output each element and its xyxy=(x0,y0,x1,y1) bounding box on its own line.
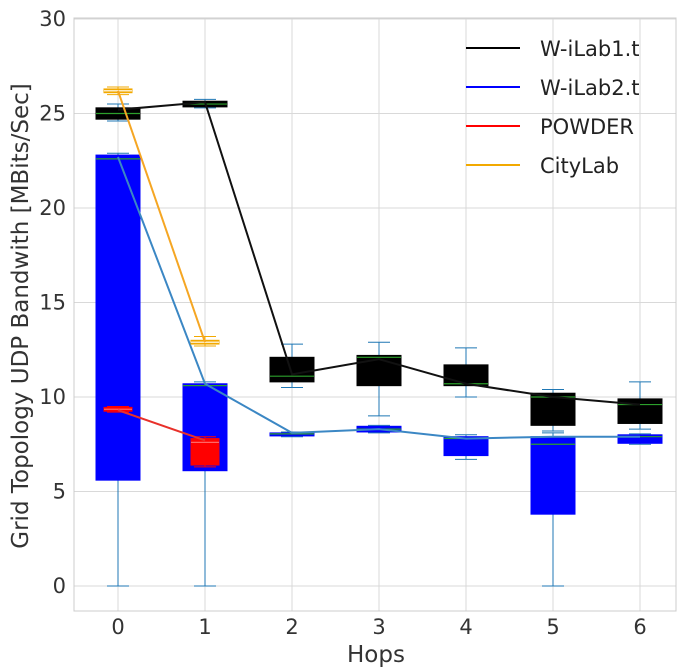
box xyxy=(443,436,489,457)
y-axis-label: Grid Topology UDP Bandwith [MBits/Sec] xyxy=(8,83,34,548)
y-tick-label: 30 xyxy=(39,7,66,31)
y-tick-label: 10 xyxy=(39,385,66,409)
box xyxy=(269,356,315,383)
x-tick-label: 5 xyxy=(546,615,559,639)
y-tick-label: 5 xyxy=(53,480,66,504)
grid-lines xyxy=(74,18,676,611)
y-tick-label: 20 xyxy=(39,196,66,220)
legend-label: CityLab xyxy=(540,154,619,178)
axes: 0 5 10 15 20 25 30 0 1 2 3 4 5 6 xyxy=(39,7,677,639)
series-layer xyxy=(95,86,663,587)
x-tick-label: 0 xyxy=(111,615,124,639)
x-tick-label: 6 xyxy=(633,615,646,639)
box xyxy=(617,398,663,424)
box xyxy=(443,364,489,387)
box xyxy=(530,436,576,515)
y-tick-label: 0 xyxy=(53,574,66,598)
series-citylab xyxy=(103,86,220,347)
box xyxy=(617,434,663,444)
plot-frame xyxy=(73,17,677,612)
x-tick-label: 2 xyxy=(285,615,298,639)
x-axis-label: Hops xyxy=(347,642,405,668)
box xyxy=(190,438,220,466)
series-line xyxy=(117,90,206,343)
legend-label: W-iLab2.t xyxy=(540,76,640,100)
box xyxy=(95,154,141,481)
x-tick-label: 3 xyxy=(372,615,385,639)
y-tick-label: 15 xyxy=(39,291,66,315)
legend-label: W-iLab1.t xyxy=(540,37,640,61)
x-tick-label: 4 xyxy=(459,615,472,639)
legend-label: POWDER xyxy=(540,115,634,139)
box xyxy=(356,354,402,387)
series-line xyxy=(117,101,641,406)
series-w-ilab2-t xyxy=(95,152,663,587)
x-tick-label: 1 xyxy=(198,615,211,639)
series-powder xyxy=(103,405,220,468)
series-line xyxy=(117,409,206,442)
series-line xyxy=(117,156,640,440)
series-w-ilab1-t xyxy=(95,98,663,432)
y-tick-label: 25 xyxy=(39,102,66,126)
legend: W-iLab1.t W-iLab2.t POWDER CityLab xyxy=(466,37,640,178)
